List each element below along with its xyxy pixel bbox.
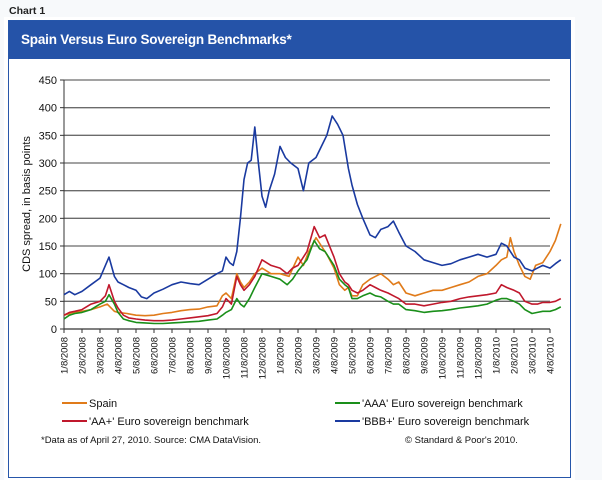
- footnote: *Data as of April 27, 2010. Source: CMA …: [41, 435, 261, 446]
- gridlines: [64, 79, 550, 302]
- x-tick-label: 1/8/2010: [492, 337, 503, 374]
- legend-item: 'AAA' Euro sovereign benchmark: [335, 398, 523, 410]
- x-tick-label: 5/8/2008: [132, 337, 143, 374]
- y-tick-label: 300: [39, 158, 57, 170]
- y-tick-label: 0: [51, 324, 57, 336]
- x-tick-label: 4/8/2009: [330, 337, 341, 374]
- x-tick-label: 9/8/2008: [204, 337, 215, 374]
- x-tick-label: 2/8/2008: [78, 337, 89, 374]
- y-axis-label: CDS spread, in basis points: [21, 136, 33, 272]
- x-tick-label: 7/8/2009: [384, 337, 395, 374]
- series-line-bbb-euro-sovereign-benchmark: [63, 115, 562, 300]
- chart-number-label: Chart 1: [9, 5, 46, 17]
- copyright: © Standard & Poor's 2010.: [405, 435, 518, 446]
- x-tick-label: 2/8/2009: [294, 337, 305, 374]
- legend-label: 'BBB+' Euro sovereign benchmark: [362, 416, 530, 428]
- x-tick-label: 3/8/2009: [312, 337, 323, 374]
- y-tick-label: 250: [39, 186, 57, 198]
- y-axis: 0 50 100 150 200 250 300 350 400 450: [39, 75, 65, 336]
- x-axis: 1/8/2008 2/8/2008 3/8/2008 4/8/2008 5/8/2008…: [60, 328, 557, 379]
- y-tick-label: 350: [39, 130, 57, 142]
- x-tick-label: 10/8/2009: [438, 337, 449, 379]
- series-line-aaa-euro-sovereign-benchmark: [63, 239, 562, 325]
- x-tick-label: 4/8/2008: [114, 337, 125, 374]
- x-tick-label: 12/8/2009: [474, 337, 485, 379]
- y-tick-label: 150: [39, 241, 57, 253]
- x-tick-label: 10/8/2008: [222, 337, 233, 379]
- x-tick-label: 11/8/2009: [456, 337, 467, 379]
- x-tick-label: 12/8/2008: [258, 337, 269, 379]
- x-tick-label: 8/8/2008: [186, 337, 197, 374]
- legend-item: 'AA+' Euro sovereign benchmark: [62, 416, 249, 428]
- x-tick-label: 8/8/2009: [402, 337, 413, 374]
- y-tick-label: 200: [39, 213, 57, 225]
- x-tick-label: 11/8/2008: [240, 337, 251, 379]
- x-tick-label: 9/8/2009: [420, 337, 431, 374]
- legend-label: 'AAA' Euro sovereign benchmark: [362, 398, 523, 410]
- chart-panel: Spain Versus Euro Sovereign Benchmarks*: [8, 20, 571, 478]
- legend-item: 'BBB+' Euro sovereign benchmark: [335, 416, 530, 428]
- x-tick-label: 1/8/2009: [276, 337, 287, 374]
- x-tick-label: 2/8/2010: [510, 337, 521, 374]
- x-tick-label: 7/8/2008: [168, 337, 179, 374]
- y-tick-label: 50: [45, 296, 57, 308]
- x-tick-label: 1/8/2008: [60, 337, 71, 374]
- x-tick-label: 4/8/2010: [546, 337, 557, 374]
- series-lines: [63, 115, 562, 325]
- series-line-aa-euro-sovereign-benchmark: [63, 225, 562, 322]
- x-tick-label: 3/8/2010: [528, 337, 539, 374]
- x-tick-label: 6/8/2009: [366, 337, 377, 374]
- y-tick-label: 400: [39, 103, 57, 115]
- y-tick-label: 100: [39, 269, 57, 281]
- x-tick-label: 6/8/2008: [150, 337, 161, 374]
- y-tick-label: 450: [39, 75, 57, 87]
- x-tick-label: 3/8/2008: [96, 337, 107, 374]
- x-tick-label: 5/8/2009: [348, 337, 359, 374]
- chart-header: Spain Versus Euro Sovereign Benchmarks*: [9, 21, 570, 59]
- legend-label: 'AA+' Euro sovereign benchmark: [89, 416, 249, 428]
- legend-item: Spain: [62, 398, 117, 410]
- chart-title: Spain Versus Euro Sovereign Benchmarks*: [21, 32, 292, 47]
- legend-label: Spain: [89, 398, 117, 410]
- legend: Spain 'AAA' Euro sovereign benchmark 'AA+'…: [62, 398, 530, 428]
